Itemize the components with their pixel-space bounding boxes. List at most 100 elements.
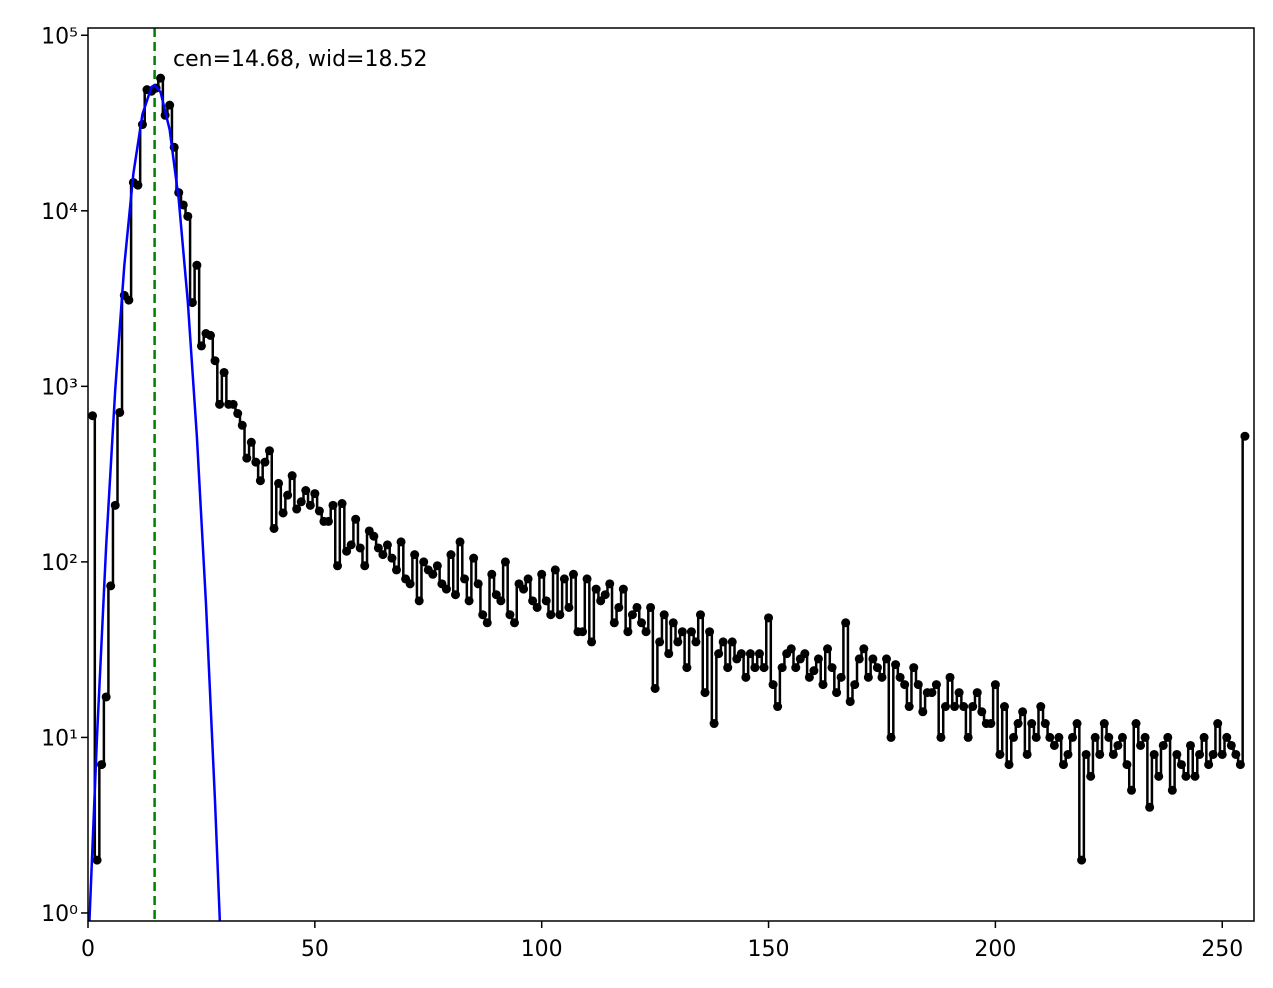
data-point (369, 531, 379, 541)
data-point (886, 732, 896, 742)
data-point (450, 590, 460, 600)
data-point (823, 644, 833, 654)
data-point (387, 553, 397, 563)
data-point (106, 581, 116, 591)
data-point (346, 540, 356, 550)
data-point (1208, 749, 1218, 759)
data-point (460, 574, 470, 584)
data-point (736, 649, 746, 659)
data-point (550, 565, 560, 575)
data-point (777, 663, 787, 673)
data-point (1068, 732, 1078, 742)
data-point (609, 618, 619, 628)
data-point (809, 666, 819, 676)
data-point (88, 411, 98, 421)
data-point (578, 627, 588, 637)
data-point (283, 490, 293, 500)
data-point (333, 561, 343, 571)
data-point (1049, 740, 1059, 750)
data-point (963, 732, 973, 742)
data-point (818, 680, 828, 690)
data-point (882, 654, 892, 664)
data-point (845, 697, 855, 707)
data-point (1108, 749, 1118, 759)
data-point (741, 672, 751, 682)
data-point (673, 637, 683, 647)
data-point (1149, 749, 1159, 759)
annotation: cen=14.68, wid=18.52 (173, 47, 427, 72)
data-point (1040, 719, 1050, 729)
data-point (115, 407, 125, 417)
data-point (1090, 732, 1100, 742)
data-point (723, 663, 733, 673)
data-point (1072, 719, 1082, 729)
data-point (1185, 740, 1195, 750)
data-point (1217, 749, 1227, 759)
data-point (1004, 760, 1014, 770)
data-point (587, 637, 597, 647)
data-point (1131, 719, 1141, 729)
data-point (469, 553, 479, 563)
data-point (836, 672, 846, 682)
data-point (872, 663, 882, 673)
data-point (215, 399, 225, 409)
data-point (791, 663, 801, 673)
data-point (682, 663, 692, 673)
data-point (487, 569, 497, 579)
data-point (618, 584, 628, 594)
data-point (1140, 732, 1150, 742)
data-point (1058, 760, 1068, 770)
x-tick-label: 250 (1201, 937, 1243, 962)
data-point (97, 760, 107, 770)
data-point (759, 663, 769, 673)
data-point (786, 644, 796, 654)
data-point (1240, 431, 1250, 441)
data-point (891, 660, 901, 670)
data-point (246, 437, 256, 447)
data-point (954, 688, 964, 698)
data-point (868, 654, 878, 664)
data-point (287, 471, 297, 481)
data-point (441, 584, 451, 594)
data-point (591, 584, 601, 594)
y-tick-label: 10³ (41, 375, 78, 400)
data-point (827, 663, 837, 673)
data-point (210, 356, 220, 366)
data-point (691, 637, 701, 647)
data-point (428, 569, 438, 579)
data-point (187, 298, 197, 308)
data-point (1009, 732, 1019, 742)
data-point (555, 610, 565, 620)
data-point (337, 499, 347, 509)
data-point (124, 295, 134, 305)
data-point (1077, 855, 1087, 865)
data-point (764, 613, 774, 623)
data-point (904, 702, 914, 712)
data-point (614, 602, 624, 612)
data-point (559, 574, 569, 584)
data-point (863, 672, 873, 682)
data-point (1054, 732, 1064, 742)
data-point (446, 550, 456, 560)
data-point (328, 500, 338, 510)
data-point (800, 649, 810, 659)
data-point (410, 550, 420, 560)
data-point (1195, 749, 1205, 759)
data-point (714, 649, 724, 659)
data-point (754, 649, 764, 659)
data-point (1045, 732, 1055, 742)
data-point (1081, 749, 1091, 759)
data-point (745, 649, 755, 659)
data-point (1095, 749, 1105, 759)
data-point (1117, 732, 1127, 742)
data-point (918, 707, 928, 717)
data-point (972, 688, 982, 698)
data-point (1099, 719, 1109, 729)
data-point (1018, 707, 1028, 717)
data-point (568, 569, 578, 579)
data-point (600, 590, 610, 600)
data-point (473, 579, 483, 589)
data-point (1122, 760, 1132, 770)
data-point (1199, 732, 1209, 742)
data-point (1222, 732, 1232, 742)
